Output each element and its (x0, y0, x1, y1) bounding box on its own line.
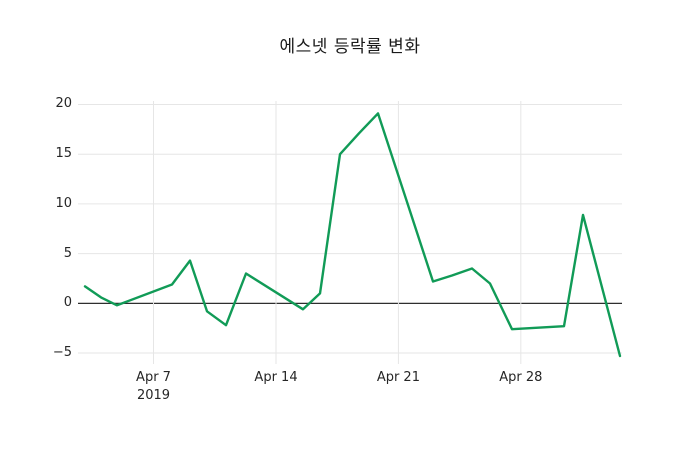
x-axis-tick-label: Apr 28 (499, 370, 543, 385)
chart-title: 에스넷 등락률 변화 (279, 37, 421, 57)
price-change-line (83, 112, 622, 358)
y-axis-tick-label: 5 (63, 245, 72, 261)
y-axis-tick-label: 0 (63, 295, 72, 311)
y-axis-tick-label: 15 (55, 146, 72, 162)
x-axis-tick-label: Apr 7 (136, 370, 171, 385)
x-axis-year-label: 2019 (136, 388, 171, 403)
y-axis-tick-label: −5 (52, 345, 72, 361)
y-axis-tick-label: 20 (55, 96, 72, 112)
x-axis-tick-label: Apr 21 (376, 370, 420, 385)
x-axis-tick-label: Apr 14 (254, 370, 298, 385)
y-axis-tick-label: 10 (55, 195, 72, 211)
